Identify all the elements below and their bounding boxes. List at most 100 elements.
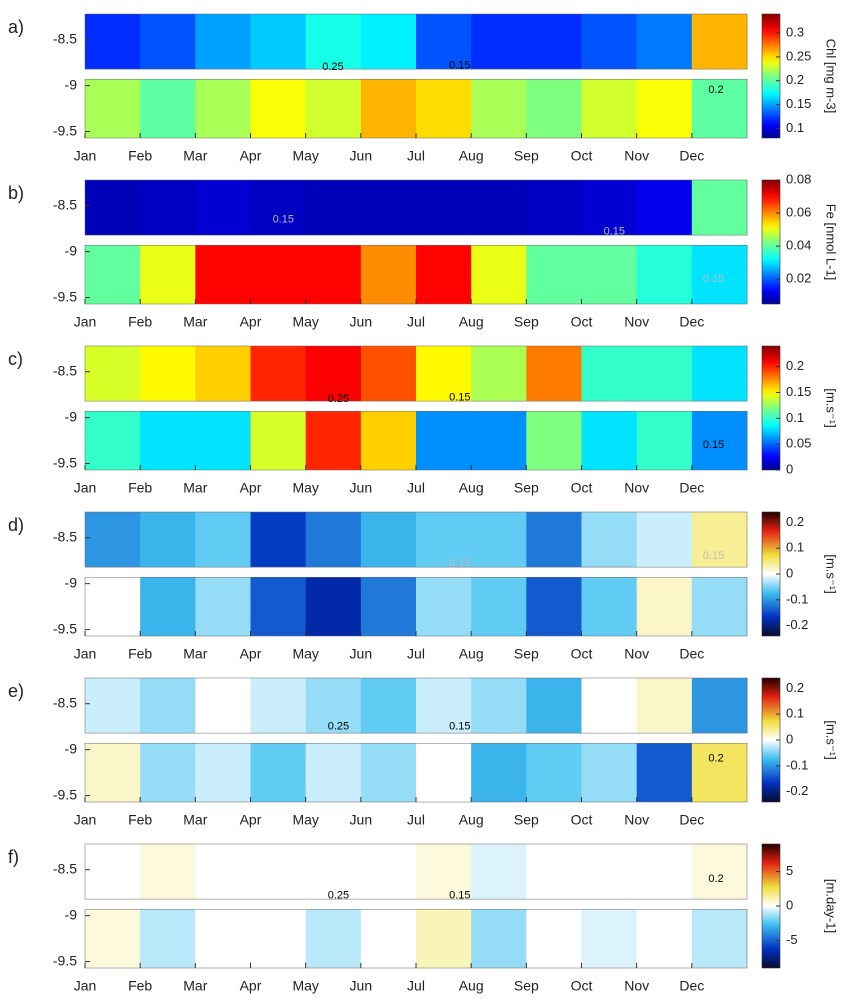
heatmap-cell — [305, 743, 362, 802]
heatmap-cell — [140, 14, 196, 70]
heatmap-cell — [581, 411, 638, 470]
colorbar-tick-label: 0.06 — [786, 205, 811, 220]
colorbar-title: [m.day-1] — [824, 879, 839, 933]
colorbar-title: [m.s⁻¹] — [824, 720, 839, 759]
strip-frame — [84, 843, 748, 900]
heatmap-cell — [636, 678, 693, 734]
x-tick-label: Dec — [679, 812, 704, 828]
heatmap-cell — [360, 512, 417, 568]
x-tick-label: May — [292, 812, 318, 828]
x-tick-label: Jun — [350, 978, 373, 994]
heatmap-cell — [416, 180, 472, 236]
heatmap-cell — [471, 411, 527, 470]
heatmap-cell — [250, 512, 307, 568]
contour-label: 0.2 — [708, 873, 723, 885]
heatmap-cell — [140, 180, 196, 236]
heatmap-cell — [85, 411, 141, 470]
panel-label: d) — [8, 515, 24, 535]
contour-label: 0.2 — [708, 753, 723, 765]
contour-label: 0.15 — [703, 273, 724, 285]
heatmap-cell — [250, 346, 307, 402]
heatmap-cell — [85, 180, 141, 236]
heatmap-cell — [691, 79, 748, 138]
heatmap-cell — [140, 79, 196, 138]
heatmap-cell — [305, 79, 362, 138]
heatmap-cell — [526, 844, 582, 900]
heatmap-cell — [636, 411, 693, 470]
heatmap-cell — [416, 79, 472, 138]
panel-label: f) — [8, 847, 19, 867]
contour-label: 0.15 — [449, 391, 470, 403]
x-tick-label: Sep — [514, 148, 539, 164]
colorbar-tick-label: -0.1 — [786, 591, 808, 606]
contour-label: 0.2 — [708, 84, 723, 96]
x-tick-label: Nov — [624, 812, 649, 828]
colorbar-tick-label: 0.2 — [786, 72, 804, 87]
heatmap-cell — [250, 678, 307, 734]
x-tick-label: Oct — [571, 978, 593, 994]
x-tick-label: Nov — [624, 480, 649, 496]
x-tick-label: Apr — [240, 812, 262, 828]
y-tick-label: -8.5 — [53, 860, 77, 876]
x-tick-label: Feb — [128, 812, 152, 828]
x-tick-label: Oct — [571, 148, 593, 164]
x-tick-label: Aug — [459, 314, 484, 330]
heatmap-cell — [195, 180, 251, 236]
contour-label: 0.25 — [328, 889, 349, 901]
heatmap-cell — [636, 909, 693, 968]
x-tick-label: Apr — [240, 480, 262, 496]
heatmap-cell — [85, 743, 141, 802]
heatmap-cell — [636, 844, 693, 900]
x-tick-label: Jul — [407, 812, 425, 828]
colorbar-tick-label: -0.2 — [786, 783, 808, 798]
heatmap-cell — [85, 14, 141, 70]
x-tick-label: Nov — [624, 978, 649, 994]
heatmap-cell — [140, 844, 196, 900]
x-tick-label: Mar — [183, 978, 207, 994]
heatmap-cell — [85, 577, 141, 636]
y-tick-label: -9 — [65, 242, 78, 258]
x-tick-label: Sep — [514, 812, 539, 828]
heatmap-cell — [581, 245, 638, 304]
heatmap-cell — [360, 245, 417, 304]
heatmap-cell — [305, 512, 362, 568]
heatmap-cell — [85, 79, 141, 138]
heatmap-cell — [195, 411, 251, 470]
x-tick-label: Mar — [183, 646, 207, 662]
x-tick-label: Jul — [407, 480, 425, 496]
heatmap-cell — [305, 678, 362, 734]
x-tick-label: Apr — [240, 646, 262, 662]
strip-frame — [84, 677, 748, 734]
heatmap-cell — [416, 844, 472, 900]
heatmap-cell — [360, 678, 417, 734]
y-tick-label: -9.5 — [53, 454, 77, 470]
x-tick-label: Apr — [240, 148, 262, 164]
x-tick-label: Sep — [514, 646, 539, 662]
heatmap-cell — [636, 245, 693, 304]
heatmap-cell — [416, 909, 472, 968]
heatmap-cell — [195, 844, 251, 900]
panel: f) -8.5 -9 -9.5 Jan Feb Mar Apr May Jun Jul Aug Sep O… — [8, 843, 839, 994]
heatmap-cell — [526, 245, 582, 304]
x-tick-label: Apr — [240, 978, 262, 994]
colorbar-tick-label: -0.2 — [786, 617, 808, 632]
colorbar-tick-label: 0.3 — [786, 25, 804, 40]
heatmap-cell — [636, 79, 693, 138]
y-tick-label: -9.5 — [53, 288, 77, 304]
x-tick-label: Feb — [128, 148, 152, 164]
panel: c) -8.5 -9 -9.5 Jan Feb Mar Apr May Jun Jul Aug Sep O… — [8, 345, 839, 496]
heatmap-cell — [250, 844, 307, 900]
y-tick-label: -9 — [65, 740, 78, 756]
panel: a) -8.5 -9 -9.5 Jan Feb Mar Apr May Jun Jul Aug Sep O… — [8, 13, 839, 164]
colorbar-tick-label: -5 — [786, 932, 798, 947]
heatmap-cell — [195, 909, 251, 968]
colorbar-tick-label: 0.08 — [786, 171, 811, 186]
x-tick-label: Nov — [624, 314, 649, 330]
heatmap-cell — [305, 844, 362, 900]
heatmap-cell — [360, 346, 417, 402]
heatmap-cell — [526, 512, 582, 568]
colorbar-tick-label: 0.2 — [786, 358, 804, 373]
heatmap-cell — [250, 79, 307, 138]
colorbar — [761, 13, 781, 139]
x-tick-label: Feb — [128, 480, 152, 496]
